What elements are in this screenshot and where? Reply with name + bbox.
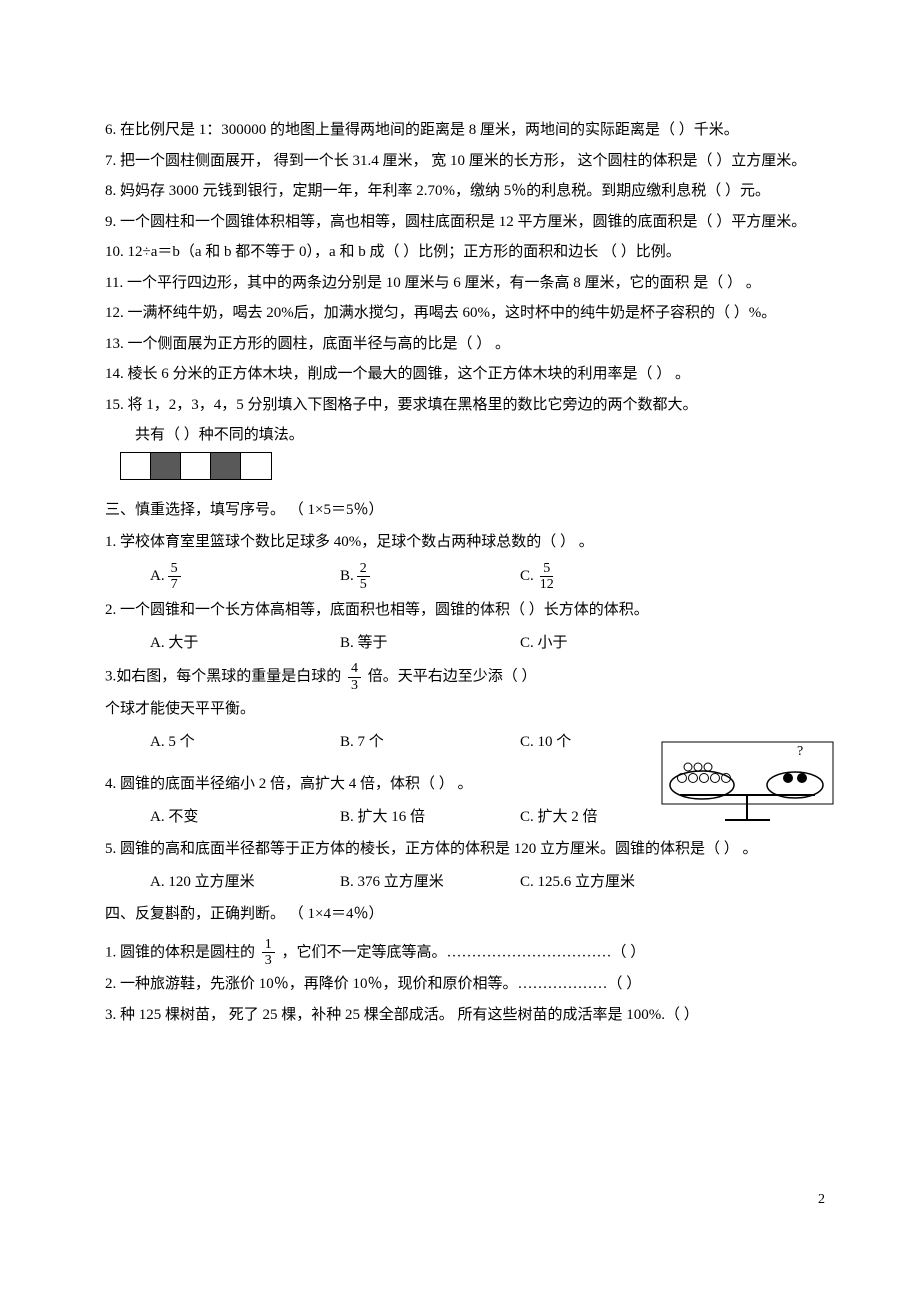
s3-q2-opt-a: A. 大于 bbox=[150, 629, 340, 658]
grid-box-5 bbox=[241, 453, 271, 479]
s3-q5-options: A. 120 立方厘米 B. 376 立方厘米 C. 125.6 立方厘米 bbox=[150, 868, 825, 897]
question-15-line1: 15. 将 1，2，3，4，5 分别填入下图格子中，要求填在黑格里的数比它旁边的… bbox=[105, 391, 825, 420]
s4q1-text-a: 1. 圆锥的体积是圆柱的 bbox=[105, 944, 255, 960]
opt-label: B. bbox=[340, 562, 354, 591]
fraction-icon: 512 bbox=[537, 561, 557, 593]
question-7: 7. 把一个圆柱侧面展开， 得到一个长 31.4 厘米， 宽 10 厘米的长方形… bbox=[105, 147, 825, 176]
question-6: 6. 在比例尺是 1：300000 的地图上量得两地间的距离是 8 厘米，两地间… bbox=[105, 116, 825, 145]
question-11: 11. 一个平行四边形，其中的两条边分别是 10 厘米与 6 厘米，有一条高 8… bbox=[105, 269, 825, 298]
question-15-line2: 共有（ ）种不同的填法。 bbox=[135, 421, 825, 450]
q3-text-a: 3.如右图，每个黑球的重量是白球的 bbox=[105, 669, 341, 685]
section-3-title: 三、慎重选择，填写序号。 （ 1×5＝5％） bbox=[105, 496, 825, 525]
s3-q1: 1. 学校体育室里篮球个数比足球多 40%，足球个数占两种球总数的（ ） 。 bbox=[105, 528, 825, 557]
page-number: 2 bbox=[818, 1192, 825, 1208]
fraction-icon: 57 bbox=[168, 561, 181, 593]
grid-box-3 bbox=[181, 453, 211, 479]
s3-q3-opt-a: A. 5 个 bbox=[150, 728, 340, 757]
s3-q2-options: A. 大于 B. 等于 C. 小于 bbox=[150, 629, 825, 658]
grid-box-2 bbox=[151, 453, 181, 479]
grid-boxes bbox=[120, 452, 272, 480]
s4q1-text-b: ，它们不一定等底等高。……………………………（ ） bbox=[282, 944, 646, 960]
balance-scale-icon: ? bbox=[660, 740, 835, 830]
s3-q3-line1: 3.如右图，每个黑球的重量是白球的 43 倍。天平右边至少添（ ） bbox=[105, 661, 825, 693]
question-12: 12. 一满杯纯牛奶，喝去 20%后，加满水搅匀，再喝去 60%，这时杯中的纯牛… bbox=[105, 299, 825, 328]
grid-box-4 bbox=[211, 453, 241, 479]
opt-label: C. bbox=[520, 562, 534, 591]
s3-q4-opt-b: B. 扩大 16 倍 bbox=[340, 803, 520, 832]
svg-text:?: ? bbox=[797, 744, 803, 759]
s3-q4-opt-a: A. 不变 bbox=[150, 803, 340, 832]
section-4-title: 四、反复斟酌，正确判断。 （ 1×4＝4％） bbox=[105, 900, 825, 929]
s3-q1-opt-c: C. 512 bbox=[520, 561, 700, 593]
s3-q5-opt-a: A. 120 立方厘米 bbox=[150, 868, 340, 897]
fraction-icon: 13 bbox=[262, 937, 275, 969]
s3-q1-opt-b: B. 25 bbox=[340, 561, 520, 593]
question-14: 14. 棱长 6 分米的正方体木块，削成一个最大的圆锥，这个正方体木块的利用率是… bbox=[105, 360, 825, 389]
s3-q3-opt-b: B. 7 个 bbox=[340, 728, 520, 757]
grid-box-1 bbox=[121, 453, 151, 479]
question-13: 13. 一个侧面展为正方形的圆柱，底面半径与高的比是（ ） 。 bbox=[105, 330, 825, 359]
question-9: 9. 一个圆柱和一个圆锥体积相等，高也相等，圆柱底面积是 12 平方厘米，圆锥的… bbox=[105, 208, 825, 237]
s3-q5: 5. 圆锥的高和底面半径都等于正方体的棱长，正方体的体积是 120 立方厘米。圆… bbox=[105, 835, 825, 864]
question-10: 10. 12÷a＝b（a 和 b 都不等于 0），a 和 b 成（ ）比例；正方… bbox=[105, 238, 825, 267]
s3-q2-opt-c: C. 小于 bbox=[520, 629, 700, 658]
s3-q2: 2. 一个圆锥和一个长方体高相等，底面积也相等，圆锥的体积（ ）长方体的体积。 bbox=[105, 596, 825, 625]
q3-text-b: 倍。天平右边至少添（ ） bbox=[368, 669, 537, 685]
s3-q1-opt-a: A. 57 bbox=[150, 561, 340, 593]
fraction-icon: 25 bbox=[357, 561, 370, 593]
s3-q2-opt-b: B. 等于 bbox=[340, 629, 520, 658]
s3-q1-options: A. 57 B. 25 C. 512 bbox=[150, 561, 825, 593]
question-8: 8. 妈妈存 3000 元钱到银行，定期一年，年利率 2.70%，缴纳 5％的利… bbox=[105, 177, 825, 206]
opt-label: A. bbox=[150, 562, 165, 591]
s4-q2: 2. 一种旅游鞋，先涨价 10％，再降价 10％，现价和原价相等。………………（… bbox=[105, 970, 825, 999]
s3-q3-line2: 个球才能使天平平衡。 bbox=[105, 695, 825, 724]
s4-q1: 1. 圆锥的体积是圆柱的 13 ，它们不一定等底等高。……………………………（ … bbox=[105, 937, 825, 969]
s4-q3: 3. 种 125 棵树苗， 死了 25 棵，补种 25 棵全部成活。 所有这些树… bbox=[105, 1001, 825, 1030]
s3-q5-opt-b: B. 376 立方厘米 bbox=[340, 868, 520, 897]
s3-q5-opt-c: C. 125.6 立方厘米 bbox=[520, 868, 700, 897]
fraction-icon: 43 bbox=[348, 661, 361, 693]
